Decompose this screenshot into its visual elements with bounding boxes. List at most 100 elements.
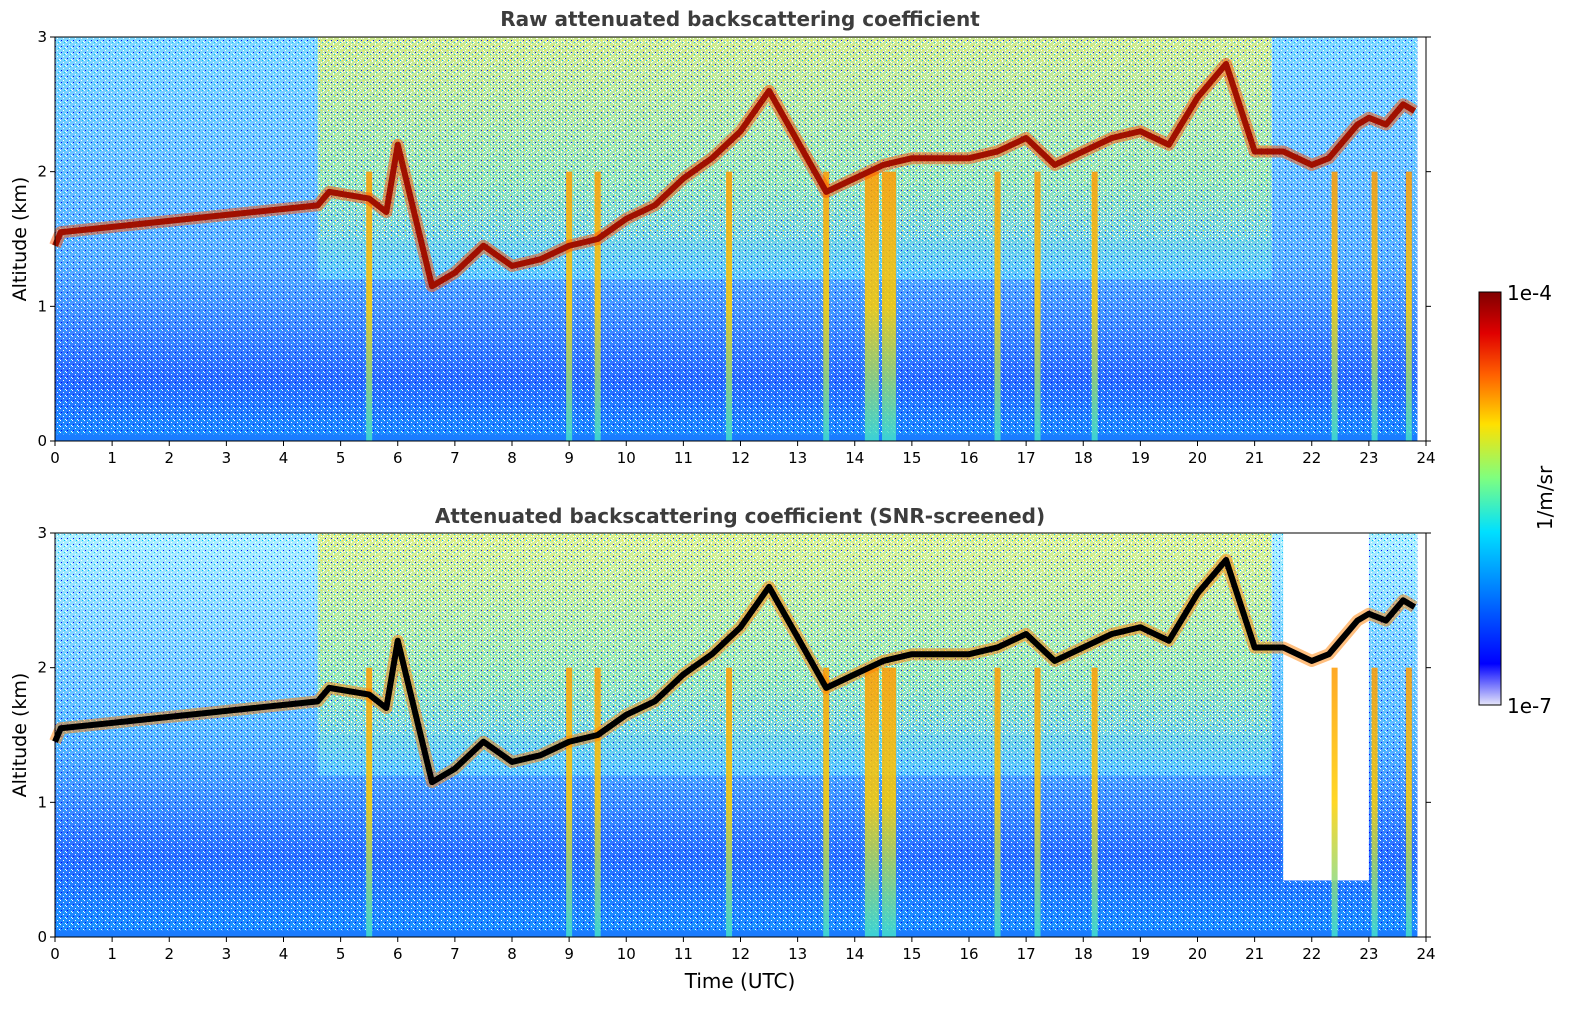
x-tick-label: 17: [1017, 945, 1036, 963]
cloud-base-line: [52, 60, 1417, 290]
x-tick-label: 10: [617, 449, 636, 467]
precip-shaft: [726, 667, 733, 937]
precip-shaft: [882, 667, 897, 937]
x-tick-label: 16: [959, 945, 978, 963]
precipitation-shafts: [366, 667, 1412, 937]
x-tick-label: 3: [222, 449, 232, 467]
colorbar-gradient: [1478, 291, 1502, 706]
precipitation-shafts: [366, 171, 1412, 441]
x-tick-label: 24: [1416, 449, 1435, 467]
cloud-layer: [49, 57, 1418, 293]
x-tick-label: 20: [1188, 449, 1207, 467]
y-axis-label: Altitude (km): [9, 673, 31, 798]
x-tick-label: 5: [336, 449, 346, 467]
precip-shaft: [1371, 667, 1378, 937]
x-tick-label: 7: [450, 945, 460, 963]
precip-shaft: [1034, 667, 1041, 937]
precip-shaft: [566, 171, 573, 441]
x-tick-label: 21: [1245, 945, 1264, 963]
precip-shaft: [1371, 171, 1378, 441]
heatmap-field: [55, 533, 1426, 937]
x-tick-label: 7: [450, 449, 460, 467]
x-tick-label: 24: [1416, 945, 1435, 963]
x-tick-label: 20: [1188, 945, 1207, 963]
panel-snr-screened: 0 1 2 3 4 5 6 7 8 9 10 11 12 13 14 15 16 17 18 19 20 21 22 23 24…: [9, 504, 1436, 993]
x-tick-label: 14: [845, 449, 864, 467]
x-tick-label: 18: [1074, 449, 1093, 467]
precip-shaft: [994, 171, 1001, 441]
x-tick-label: 22: [1302, 945, 1321, 963]
x-tick-label: 6: [393, 945, 403, 963]
x-tick-label: 13: [788, 945, 807, 963]
surface-layer: [55, 930, 1418, 937]
x-tick-label: 14: [845, 945, 864, 963]
precip-shaft: [864, 171, 879, 441]
x-tick-label: 18: [1074, 945, 1093, 963]
cloud-layer: [49, 553, 1418, 789]
x-tick-label: 5: [336, 945, 346, 963]
y-tick-label: 2: [37, 659, 47, 677]
x-tick-label: 0: [50, 449, 60, 467]
chart-title: Raw attenuated backscattering coefficien…: [500, 7, 980, 31]
precip-shaft: [823, 667, 830, 937]
x-tick-label: 12: [731, 945, 750, 963]
precip-shaft: [994, 667, 1001, 937]
y-tick-label: 0: [37, 432, 47, 450]
precip-shaft: [1331, 667, 1338, 937]
no-data-strip: [1417, 37, 1426, 441]
precip-shaft: [1034, 171, 1041, 441]
x-tick-label: 9: [564, 945, 574, 963]
x-axis-label: Time (UTC): [684, 969, 796, 993]
screened-region: [1283, 533, 1369, 881]
x-tick-label: 12: [731, 449, 750, 467]
x-tick-label: 0: [50, 945, 60, 963]
x-tick-label: 22: [1302, 449, 1321, 467]
x-tick-label: 8: [507, 945, 517, 963]
precip-shaft: [1405, 171, 1412, 441]
y-tick-label: 3: [37, 524, 47, 542]
x-tick-label: 17: [1017, 449, 1036, 467]
x-tick-label: 15: [902, 449, 921, 467]
x-tick-label: 23: [1359, 945, 1378, 963]
x-ticks: 0 1 2 3 4 5 6 7 8 9 10 11 12 13 14 15 16 17 18 19 20 21 22 23 24: [50, 937, 1436, 963]
y-ticks: 0 1 2 3: [37, 524, 1431, 946]
x-tick-label: 19: [1131, 945, 1150, 963]
x-tick-label: 10: [617, 945, 636, 963]
x-tick-label: 11: [674, 945, 693, 963]
x-tick-label: 1: [107, 449, 117, 467]
x-tick-label: 8: [507, 449, 517, 467]
colorbar-label: 1/m/sr: [1533, 465, 1557, 530]
precip-shaft: [366, 667, 373, 937]
surface-layer: [55, 434, 1418, 441]
chart-title: Attenuated backscattering coefficient (S…: [435, 504, 1045, 528]
y-tick-label: 2: [37, 163, 47, 181]
colorbar: 1e-4 1e-7 1/m/sr: [1478, 281, 1557, 718]
colorbar-max-label: 1e-4: [1507, 281, 1552, 305]
precip-shaft: [864, 667, 879, 937]
panel-raw: 0 1 2 3 4 5 6 7 8 9 10 11 12 13 14 15 16 17 18 19 20 21 22 23 24…: [9, 7, 1436, 467]
no-data-strip: [1417, 533, 1426, 937]
x-tick-label: 19: [1131, 449, 1150, 467]
precip-shaft: [1405, 667, 1412, 937]
x-tick-label: 4: [279, 449, 289, 467]
precip-shaft: [1091, 171, 1098, 441]
x-tick-label: 2: [164, 945, 174, 963]
x-ticks: 0 1 2 3 4 5 6 7 8 9 10 11 12 13 14 15 16 17 18 19 20 21 22 23 24: [50, 441, 1436, 467]
colorbar-min-label: 1e-7: [1507, 694, 1552, 718]
precip-shaft: [882, 171, 897, 441]
precip-shaft: [823, 171, 830, 441]
y-tick-label: 0: [37, 928, 47, 946]
x-tick-label: 9: [564, 449, 574, 467]
precip-shaft: [566, 667, 573, 937]
y-axis-label: Altitude (km): [9, 177, 31, 302]
x-tick-label: 6: [393, 449, 403, 467]
precip-shaft: [594, 171, 601, 441]
precip-shaft: [594, 667, 601, 937]
y-tick-label: 1: [37, 297, 47, 315]
precip-shaft: [726, 171, 733, 441]
heatmap-field: [55, 37, 1426, 441]
x-tick-label: 21: [1245, 449, 1264, 467]
x-tick-label: 23: [1359, 449, 1378, 467]
x-tick-label: 2: [164, 449, 174, 467]
